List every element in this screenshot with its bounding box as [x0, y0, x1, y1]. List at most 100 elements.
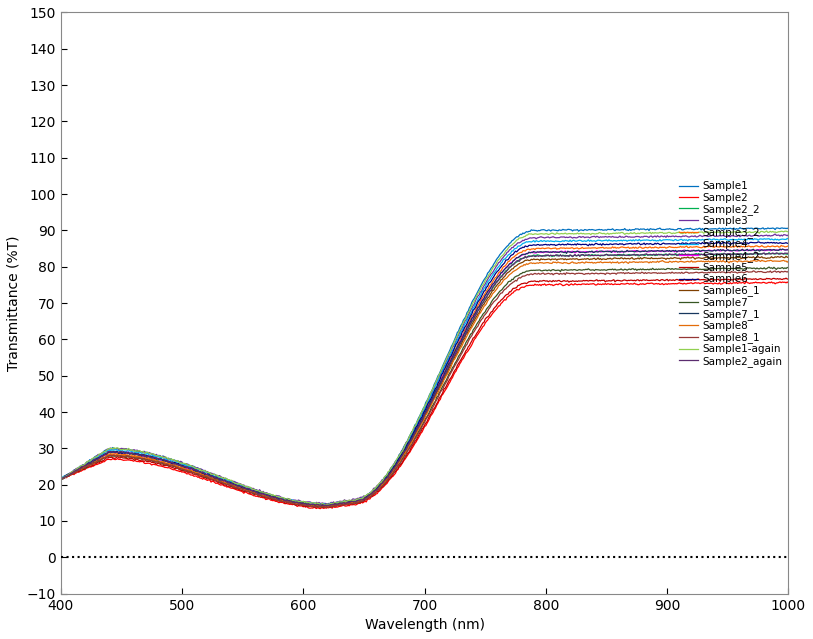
Sample4: [737, 235, 746, 243]
Sample8: [637, 258, 646, 266]
Sample8: [102, 452, 111, 460]
Sample6: [192, 466, 202, 473]
Sample7: [192, 468, 202, 476]
Sample3: [323, 500, 333, 507]
Sample2_again: [784, 250, 793, 258]
Sample8: [784, 257, 793, 265]
Sample1-again: [763, 229, 772, 236]
Sample7_1: [192, 468, 202, 475]
Line: Sample3: Sample3: [61, 234, 789, 504]
Sample3_2: [762, 243, 772, 250]
Sample7: [737, 265, 746, 272]
Line: Sample7_1: Sample7_1: [61, 249, 789, 506]
Sample8: [737, 258, 746, 265]
Sample4_2: [296, 499, 306, 507]
Sample6_1: [311, 502, 321, 510]
Sample2_again: [296, 500, 306, 507]
Sample5: [192, 471, 202, 479]
Sample1: [763, 224, 772, 232]
Line: Sample4: Sample4: [61, 238, 789, 505]
Sample6: [56, 475, 66, 483]
Sample7_1: [762, 246, 772, 254]
Sample8_1: [56, 475, 66, 483]
Sample5: [318, 504, 328, 511]
Sample6: [737, 239, 746, 247]
Sample6_1: [737, 255, 746, 263]
Sample2_again: [751, 249, 761, 256]
Sample7_1: [775, 245, 785, 253]
Sample2: [102, 456, 111, 463]
Sample2_again: [102, 450, 111, 458]
Sample6_1: [784, 253, 793, 261]
Sample1-again: [102, 446, 111, 454]
Sample5: [296, 501, 306, 509]
Sample3: [637, 233, 646, 240]
Sample6_1: [762, 254, 772, 262]
Sample7: [762, 265, 772, 272]
Sample2_2: [321, 502, 331, 510]
Sample7_1: [784, 246, 793, 254]
Sample3_2: [737, 242, 746, 250]
Sample6: [102, 450, 111, 458]
Sample2: [763, 279, 772, 287]
Sample4_2: [637, 248, 646, 256]
Sample6: [763, 238, 772, 246]
Sample4: [784, 235, 793, 243]
Sample8_1: [102, 453, 111, 461]
Sample8_1: [784, 267, 793, 275]
Sample5: [781, 274, 791, 282]
Sample2_2: [637, 251, 646, 259]
Line: Sample8: Sample8: [61, 260, 789, 507]
Sample2_2: [56, 475, 66, 483]
Line: Sample4_2: Sample4_2: [61, 249, 789, 506]
Sample6: [637, 240, 646, 248]
Line: Sample7: Sample7: [61, 267, 789, 507]
Sample1-again: [192, 465, 202, 472]
Sample1-again: [320, 502, 330, 509]
Sample5: [637, 277, 646, 284]
Sample7_1: [637, 247, 646, 255]
Sample3_2: [192, 469, 202, 477]
Line: Sample6: Sample6: [61, 242, 789, 505]
Sample3_2: [102, 451, 111, 459]
Sample4: [102, 448, 111, 456]
Sample5: [737, 276, 746, 284]
Sample1: [784, 225, 793, 233]
Sample2: [56, 475, 66, 482]
Sample2_again: [637, 251, 646, 259]
Sample4_2: [784, 247, 793, 254]
Line: Sample1: Sample1: [61, 227, 789, 505]
Sample2_again: [763, 250, 772, 258]
Sample7_1: [737, 247, 746, 254]
Sample7: [784, 264, 793, 272]
Sample1: [56, 475, 66, 482]
Sample2_2: [762, 250, 772, 258]
Sample2_2: [296, 499, 306, 507]
Sample4: [56, 475, 66, 483]
Sample4: [782, 235, 792, 242]
Sample1-again: [762, 227, 772, 235]
Sample1-again: [296, 498, 306, 505]
Sample2_2: [192, 468, 202, 475]
Line: Sample2: Sample2: [61, 281, 789, 509]
Sample3: [784, 231, 793, 238]
Sample3_2: [319, 504, 328, 511]
Sample8: [192, 468, 202, 476]
Sample2: [637, 281, 646, 288]
Sample8_1: [296, 501, 306, 509]
Sample2: [315, 505, 325, 512]
Sample7_1: [296, 499, 306, 507]
Sample8_1: [320, 504, 330, 511]
Sample8_1: [192, 470, 202, 477]
Sample4_2: [762, 247, 772, 254]
Sample2_again: [323, 502, 333, 509]
Sample1: [296, 498, 306, 505]
Sample7: [318, 504, 328, 511]
Sample8: [296, 500, 306, 508]
Sample7: [102, 452, 111, 460]
Line: Sample8_1: Sample8_1: [61, 271, 789, 507]
Sample3: [56, 475, 66, 482]
Sample7_1: [102, 450, 111, 458]
Sample5: [762, 275, 772, 282]
Sample4_2: [192, 467, 202, 475]
